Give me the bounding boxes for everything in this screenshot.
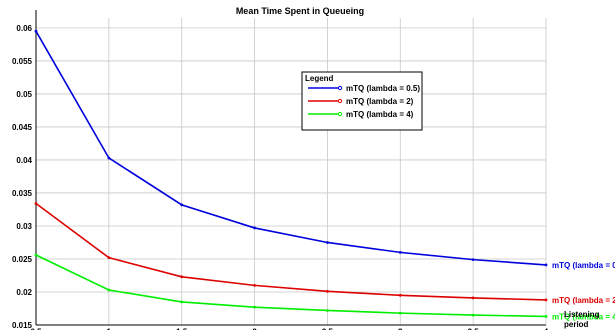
series-end-label: mTQ (lambda = 0. [552,261,615,270]
axes [35,10,546,326]
legend-marker [337,111,343,117]
legend-title: Legend [305,74,334,83]
y-tick-label: 0.035 [12,189,33,198]
series-end-label: mTQ (lambda = 4) [552,312,615,321]
data-point [326,241,329,244]
x-tick-label: 3 [398,328,403,330]
data-point [471,258,475,262]
x-axis-label: Listening period [564,310,602,329]
legend-entry: mTQ (lambda = 4) [346,110,414,119]
legend-items: mTQ (lambda = 0.5) mTQ (lambda = 2) mTQ (l… [308,84,420,119]
x-tick-label: 1.5 [176,328,188,330]
x-tick-label: 1 [107,328,112,330]
grid [36,18,547,326]
data-point [180,300,184,304]
legend-marker [337,98,343,104]
x-axis-label-line-1: Listening [564,310,600,319]
data-point [326,309,329,312]
x-tick-label: 4 [544,328,549,330]
y-tick-label: 0.06 [16,24,32,33]
data-point [544,263,548,267]
data-point [107,156,111,160]
y-tick-label: 0.03 [16,222,32,231]
series-end-label: mTQ (lambda = 2) [552,296,615,305]
y-tick-label: 0.05 [16,90,32,99]
legend: Legend mTQ (lambda = 0.5) mTQ (lambda = 2… [301,71,423,131]
series-line [35,30,547,266]
data-point [180,203,184,207]
data-point [398,293,402,297]
data-point [471,313,475,317]
y-tick-label: 0.055 [12,57,33,66]
legend-entry: mTQ (lambda = 2) [346,97,414,106]
data-point [107,256,111,260]
series-lines [34,29,548,318]
series-end-labels: mTQ (lambda = 0. mTQ (lambda = 2) mTQ (lam… [552,261,615,321]
data-point [180,275,184,279]
tick-labels: 0.5 1 1.5 2 2.5 3 3.5 4 0.015 0.02 0.025 0.03 0.035 0… [12,24,549,330]
data-point [471,296,475,300]
y-tick-label: 0.02 [16,288,32,297]
x-axis-label-line-2: period [564,320,589,329]
legend-marker [337,85,343,91]
x-tick-label: 0.5 [30,328,42,330]
data-point [107,288,111,292]
data-point [34,202,38,205]
data-point [34,253,38,257]
y-tick-label: 0.04 [16,156,32,165]
data-point [34,29,38,33]
data-point [326,289,329,293]
y-tick-label: 0.025 [12,255,33,264]
x-tick-label: 3.5 [468,328,480,330]
legend-entry: mTQ (lambda = 0.5) [346,84,420,93]
data-point [253,305,256,309]
chart-title: Mean Time Spent in Queueing [236,6,364,16]
y-tick-label: 0.015 [12,321,33,330]
data-point [544,315,548,318]
data-point [253,226,256,230]
x-tick-label: 2 [252,328,257,330]
series-line [35,202,547,301]
x-tick-label: 2.5 [322,328,334,330]
data-point [253,283,256,287]
series-line [35,254,547,318]
data-point [398,311,402,315]
data-point [398,250,402,254]
y-tick-label: 0.045 [12,123,33,132]
data-point [544,298,548,302]
